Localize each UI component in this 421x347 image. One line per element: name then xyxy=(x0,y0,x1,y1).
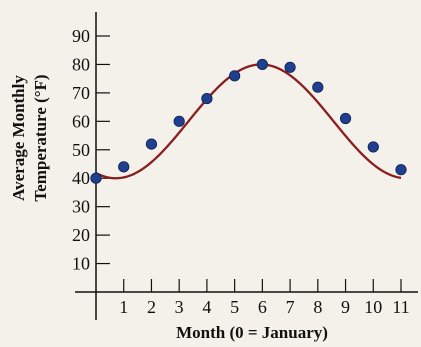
fit-curve xyxy=(95,63,402,180)
data-point xyxy=(173,115,185,127)
y-tick-label: 90 xyxy=(72,26,90,46)
x-tick-label: 1 xyxy=(119,297,128,317)
x-tick-label: 8 xyxy=(313,297,322,317)
y-tick-label: 70 xyxy=(72,83,90,103)
y-tick-label: 60 xyxy=(72,111,90,131)
data-point xyxy=(201,92,213,105)
data-point xyxy=(145,138,158,150)
x-axis-title: Month (0 = January) xyxy=(176,323,328,342)
data-point xyxy=(284,61,296,73)
x-tick-label: 7 xyxy=(286,297,295,317)
data-points xyxy=(90,58,407,184)
x-tick-label: 2 xyxy=(147,297,156,317)
x-tick-label: 3 xyxy=(175,297,184,317)
y-tick-label: 10 xyxy=(72,254,90,274)
data-point xyxy=(367,141,379,153)
data-point xyxy=(90,172,102,184)
ticks-layer: 1 2 3 4 5 6 7 8 9 10 11 10 20 30 40 50 60 70 80 90 xyxy=(72,26,410,317)
y-tick-label: 80 xyxy=(72,54,90,74)
x-tick-label: 9 xyxy=(341,297,350,317)
data-point xyxy=(312,81,324,93)
y-axis-title-line-1: Average Monthly xyxy=(9,75,28,201)
x-tick-label: 11 xyxy=(392,297,409,317)
data-point xyxy=(339,112,352,125)
x-tick-label: 4 xyxy=(202,297,211,317)
x-tick-label: 5 xyxy=(230,297,239,317)
x-tick-label: 6 xyxy=(258,297,267,317)
y-tick-label: 40 xyxy=(72,168,90,188)
y-tick-label: 20 xyxy=(72,225,90,245)
x-tick-label: 10 xyxy=(364,297,382,317)
y-axis-title-line-2: Temperature (°F) xyxy=(31,74,50,201)
data-point xyxy=(395,164,407,176)
data-point xyxy=(256,58,268,71)
axes-layer xyxy=(75,12,418,320)
y-tick-label: 50 xyxy=(72,140,90,160)
data-point xyxy=(229,70,241,82)
y-tick-label: 30 xyxy=(72,197,90,217)
data-point xyxy=(118,161,130,173)
